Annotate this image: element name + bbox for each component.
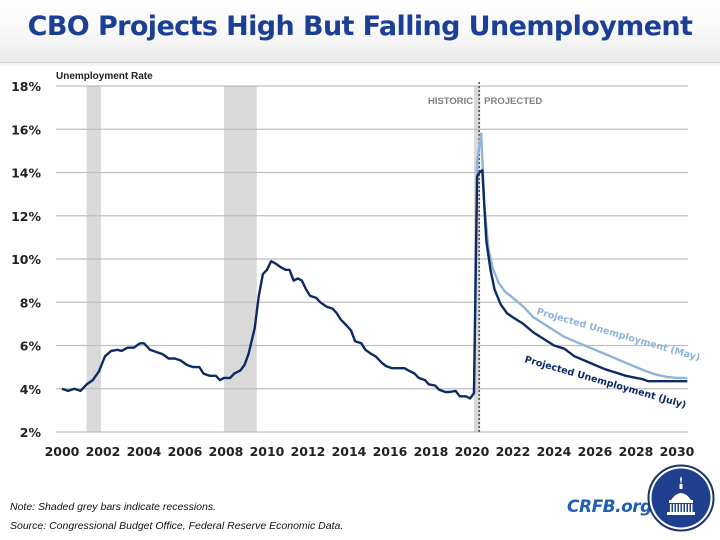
y-tick-label: 12% [11,209,41,224]
title-band: CBO Projects High But Falling Unemployme… [0,0,720,63]
gridlines [56,85,688,433]
y-tick-label: 4% [20,382,42,397]
y-axis-label: Unemployment Rate [56,71,153,82]
y-tick-label: 18% [11,79,41,94]
x-tick-label: 2018 [414,444,449,459]
x-tick-label: 2016 [373,444,408,459]
series-lines [61,132,688,400]
recession-note: Note: Shaded grey bars indicate recessio… [10,501,217,513]
x-tick-label: 2020 [455,444,490,459]
x-tick-label: 2010 [250,444,285,459]
x-tick-label: 2014 [332,444,367,459]
x-tick-label: 2006 [168,444,203,459]
x-tick-label: 2028 [619,444,654,459]
capitol-dome-icon [647,464,715,532]
x-tick-label: 2000 [45,444,80,459]
y-tick-label: 6% [20,339,42,354]
chart-title: CBO Projects High But Falling Unemployme… [27,11,693,42]
x-tick-label: 2030 [660,444,695,459]
series-line-may [472,132,688,394]
x-tick-label: 2008 [209,444,244,459]
x-tick-label: 2002 [86,444,121,459]
series-line-historic [61,171,481,400]
y-tick-label: 8% [20,295,42,310]
x-tick-label: 2022 [496,444,531,459]
y-tick-label: 14% [11,166,41,181]
brand-link[interactable]: CRFB.org [567,497,652,517]
x-tick-label: 2026 [578,444,613,459]
series-line-july [478,169,688,383]
source-note: Source: Congressional Budget Office, Fed… [10,520,344,532]
series-label-july: Projected Unemployment (July) [523,354,687,411]
x-tick-label: 2024 [537,444,572,459]
y-tick-label: 16% [11,122,41,137]
projected-label: PROJECTED [484,96,542,107]
historic-label: HISTORIC [428,96,473,107]
axis-ticks: 2% 4% 6% 8% 10% 12% 14% 16% 18% 2000 2002 2004 2006 2… [11,79,695,459]
x-tick-label: 2012 [291,444,326,459]
x-tick-label: 2004 [127,444,162,459]
y-tick-label: 10% [11,252,41,267]
y-tick-label: 2% [20,425,42,440]
